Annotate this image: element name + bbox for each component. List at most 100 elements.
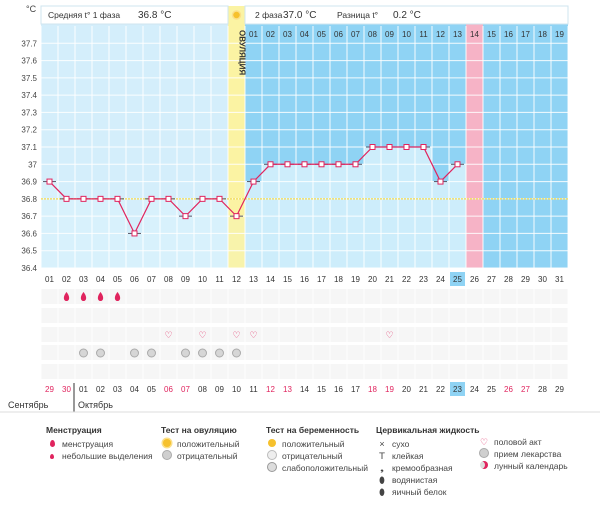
watery-icon: ⬮ xyxy=(379,474,385,485)
event-cell xyxy=(415,345,432,360)
event-cell xyxy=(551,364,568,379)
menstruation-drop-icon xyxy=(114,292,121,301)
pregnancy-negative-icon xyxy=(267,450,277,460)
event-cell xyxy=(364,289,381,304)
event-cell xyxy=(330,364,347,379)
legend-label: менструация xyxy=(62,439,114,449)
cycle-day-label: 28 xyxy=(504,275,513,284)
event-cell xyxy=(517,345,534,360)
date-label: 28 xyxy=(538,385,547,394)
event-cell xyxy=(517,289,534,304)
phase2-day-label: 08 xyxy=(368,30,377,39)
event-cell xyxy=(279,327,296,342)
phase2-day-label: 11 xyxy=(419,30,428,39)
date-label: 14 xyxy=(300,385,309,394)
phase2-day-label: 15 xyxy=(487,30,496,39)
pill-icon xyxy=(232,348,241,358)
event-cell xyxy=(160,308,177,323)
legend-cervical: Цервикальная жидкость × сухо ꓔ клейкая ❟ кр… xyxy=(376,425,479,498)
legend-title: Менструация xyxy=(46,425,102,435)
event-cell xyxy=(551,308,568,323)
date-label: 19 xyxy=(385,385,394,394)
pregnancy-weak-icon xyxy=(267,462,277,472)
event-cell xyxy=(466,345,483,360)
phase1-value: 36.8 °C xyxy=(138,10,171,21)
cycle-day-label: 31 xyxy=(555,275,564,284)
event-cell xyxy=(432,327,449,342)
event-cell xyxy=(92,327,109,342)
event-cell xyxy=(228,308,245,323)
event-cell xyxy=(551,345,568,360)
date-label: 11 xyxy=(249,385,258,394)
event-cell xyxy=(58,364,75,379)
cross-icon: × xyxy=(379,439,385,449)
event-cell xyxy=(347,327,364,342)
y-tick-label: 37.1 xyxy=(21,143,37,152)
date-label: 26 xyxy=(504,385,513,394)
phase2-day-label: 04 xyxy=(300,30,309,39)
y-tick-label: 36.5 xyxy=(21,247,37,256)
event-cell xyxy=(364,364,381,379)
pill-icon xyxy=(181,348,190,358)
event-cell xyxy=(449,308,466,323)
cycle-day-label: 09 xyxy=(181,275,190,284)
cycle-day-label: 17 xyxy=(317,275,326,284)
event-cell xyxy=(262,308,279,323)
event-cell xyxy=(347,345,364,360)
legend-label: яичный белок xyxy=(392,487,447,497)
legend-label: положительный xyxy=(177,439,240,449)
event-cell xyxy=(143,327,160,342)
cycle-day-label: 13 xyxy=(249,275,258,284)
pill-icon xyxy=(215,348,224,358)
event-cell xyxy=(75,308,92,323)
event-cell xyxy=(160,345,177,360)
temperature-point xyxy=(131,230,138,237)
legend-title: Тест на овуляцию xyxy=(161,425,237,435)
event-cell xyxy=(364,308,381,323)
event-cell xyxy=(483,327,500,342)
event-cell xyxy=(517,364,534,379)
event-cell xyxy=(41,289,58,304)
date-label: 13 xyxy=(283,385,292,394)
drop-icon xyxy=(49,440,55,447)
date-label: 23 xyxy=(453,385,462,394)
event-cell xyxy=(279,308,296,323)
event-cell xyxy=(415,308,432,323)
temperature-point xyxy=(437,178,444,185)
event-cell xyxy=(279,289,296,304)
temperature-point xyxy=(454,161,461,168)
legend-label: небольшие выделения xyxy=(62,451,153,461)
event-cell xyxy=(143,364,160,379)
event-cell xyxy=(245,345,262,360)
phase2-day-label: 06 xyxy=(334,30,343,39)
cycle-day-label: 15 xyxy=(283,275,292,284)
event-cell xyxy=(330,345,347,360)
temperature-point xyxy=(148,195,155,202)
heart-icon: ♡ xyxy=(198,330,206,340)
event-cell xyxy=(381,364,398,379)
temperature-point xyxy=(369,144,376,150)
event-cell xyxy=(398,289,415,304)
heart-icon: ♡ xyxy=(479,436,489,447)
chart-background xyxy=(40,5,569,268)
event-cell xyxy=(296,345,313,360)
date-label: 05 xyxy=(147,385,156,394)
highlight-band xyxy=(466,6,483,268)
event-cell xyxy=(194,289,211,304)
phase2-day-label: 13 xyxy=(453,30,462,39)
event-cell xyxy=(415,289,432,304)
temperature-point xyxy=(46,178,53,185)
event-cell xyxy=(398,345,415,360)
event-cell xyxy=(279,364,296,379)
event-cell xyxy=(534,364,551,379)
cycle-day-label: 27 xyxy=(487,275,496,284)
event-cell xyxy=(160,364,177,379)
cycle-day-label: 11 xyxy=(215,275,224,284)
event-cell xyxy=(41,308,58,323)
phase2-day-label: 14 xyxy=(470,30,479,39)
chart-grid xyxy=(40,26,569,269)
y-tick-label: 36.8 xyxy=(21,195,37,204)
event-cell xyxy=(483,345,500,360)
phase2-day-label: 10 xyxy=(402,30,411,39)
date-label: 16 xyxy=(334,385,343,394)
